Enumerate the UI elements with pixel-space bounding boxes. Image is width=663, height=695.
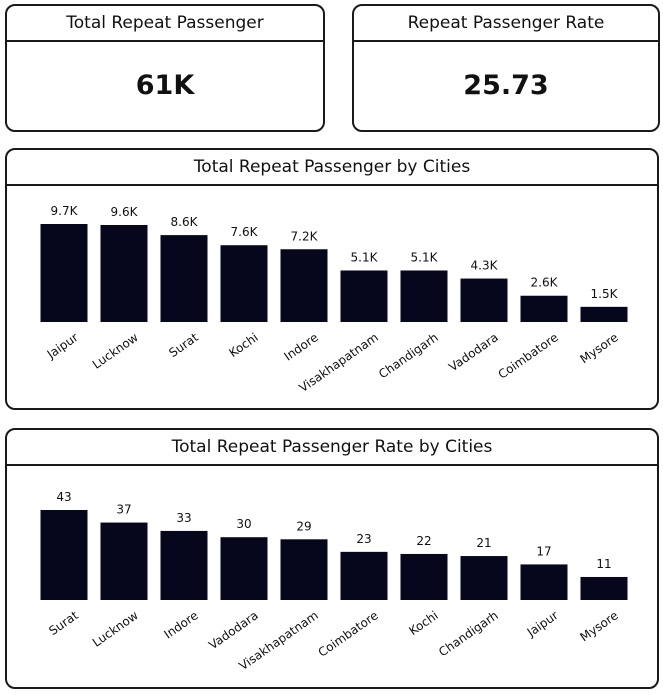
- data-label: 9.6K: [111, 205, 139, 219]
- data-label: 33: [176, 511, 191, 525]
- x-tick-label: Kochi: [226, 330, 260, 360]
- bar-chandigarh[interactable]: [400, 270, 448, 322]
- kpi-title: Repeat Passenger Rate: [354, 6, 658, 42]
- chart-card-repeat-by-city: Total Repeat Passenger by Cities 9.7K Jai…: [5, 148, 659, 410]
- x-tick-label: Jaipur: [524, 608, 561, 640]
- x-tick-label: Mysore: [577, 608, 620, 644]
- x-tick-label: Lucknow: [90, 608, 141, 650]
- chart-card-rate-by-city: Total Repeat Passenger Rate by Cities 43…: [5, 428, 659, 689]
- kpi-value: 25.73: [463, 70, 549, 101]
- bar-indore[interactable]: [160, 530, 208, 600]
- x-tick-label: Coimbatore: [316, 608, 381, 660]
- x-tick-label: Kochi: [406, 608, 440, 638]
- x-tick-label: Chandigarh: [436, 608, 501, 659]
- bar-surat[interactable]: [160, 235, 208, 322]
- bar-vadodara[interactable]: [460, 278, 508, 322]
- x-tick-label: Vadodara: [206, 608, 261, 652]
- bar-vadodara[interactable]: [220, 537, 268, 600]
- data-label: 29: [296, 519, 311, 533]
- data-label: 8.6K: [171, 215, 199, 229]
- data-label: 7.6K: [231, 225, 259, 239]
- bar-kochi[interactable]: [220, 245, 268, 322]
- bar-mysore[interactable]: [580, 306, 628, 322]
- bar-coimbatore[interactable]: [520, 295, 568, 322]
- x-tick-label: Mysore: [577, 330, 620, 366]
- x-tick-label: Indore: [281, 330, 320, 363]
- x-tick-label: Surat: [166, 330, 201, 360]
- data-label: 17: [536, 544, 551, 558]
- data-label: 30: [236, 517, 251, 531]
- bar-surat[interactable]: [40, 510, 88, 600]
- data-label: 21: [476, 536, 491, 550]
- data-label: 5.1K: [351, 250, 379, 264]
- data-label: 11: [596, 557, 611, 571]
- bar-chandigarh[interactable]: [460, 556, 508, 600]
- bar-lucknow[interactable]: [100, 522, 148, 600]
- kpi-title: Total Repeat Passenger: [7, 6, 323, 42]
- bar-mysore[interactable]: [580, 576, 628, 600]
- bar-indore[interactable]: [280, 249, 328, 322]
- kpi-value: 61K: [135, 70, 195, 101]
- bar-jaipur[interactable]: [520, 564, 568, 600]
- chart-title: Total Repeat Passenger by Cities: [7, 150, 657, 186]
- bar-jaipur[interactable]: [40, 224, 88, 322]
- x-tick-label: Jaipur: [44, 330, 81, 362]
- data-label: 22: [416, 534, 431, 548]
- x-tick-label: Chandigarh: [376, 330, 441, 381]
- kpi-card-total-repeat: Total Repeat Passenger 61K: [5, 4, 325, 132]
- x-tick-label: Lucknow: [90, 330, 141, 372]
- bar-chart-repeat-rate: 43Surat37Lucknow33Indore30Vadodara29Visa…: [40, 490, 628, 673]
- bar-visakhapatnam[interactable]: [340, 270, 388, 322]
- kpi-card-repeat-rate: Repeat Passenger Rate 25.73: [352, 4, 660, 132]
- data-label: 7.2K: [291, 229, 319, 243]
- chart-title: Total Repeat Passenger Rate by Cities: [7, 430, 657, 466]
- data-label: 37: [116, 503, 131, 517]
- data-label: 5.1K: [411, 250, 439, 264]
- data-label: 23: [356, 532, 371, 546]
- bar-coimbatore[interactable]: [340, 551, 388, 600]
- bar-kochi[interactable]: [400, 553, 448, 600]
- bar-visakhapatnam[interactable]: [280, 539, 328, 600]
- x-tick-label: Surat: [46, 608, 81, 638]
- data-label: 1.5K: [591, 287, 619, 301]
- x-tick-label: Vadodara: [446, 330, 501, 374]
- data-label: 43: [56, 490, 71, 504]
- x-tick-label: Coimbatore: [496, 330, 561, 382]
- data-label: 2.6K: [531, 276, 559, 290]
- bar-lucknow[interactable]: [100, 225, 148, 322]
- data-label: 9.7K: [51, 204, 79, 218]
- bar-chart-repeat-passenger: 9.7K Jaipur 9.6K Lucknow 8.6K Surat 7.6K Kochi 7…: [40, 204, 628, 395]
- x-tick-label: Indore: [161, 608, 200, 641]
- data-label: 4.3K: [471, 259, 499, 273]
